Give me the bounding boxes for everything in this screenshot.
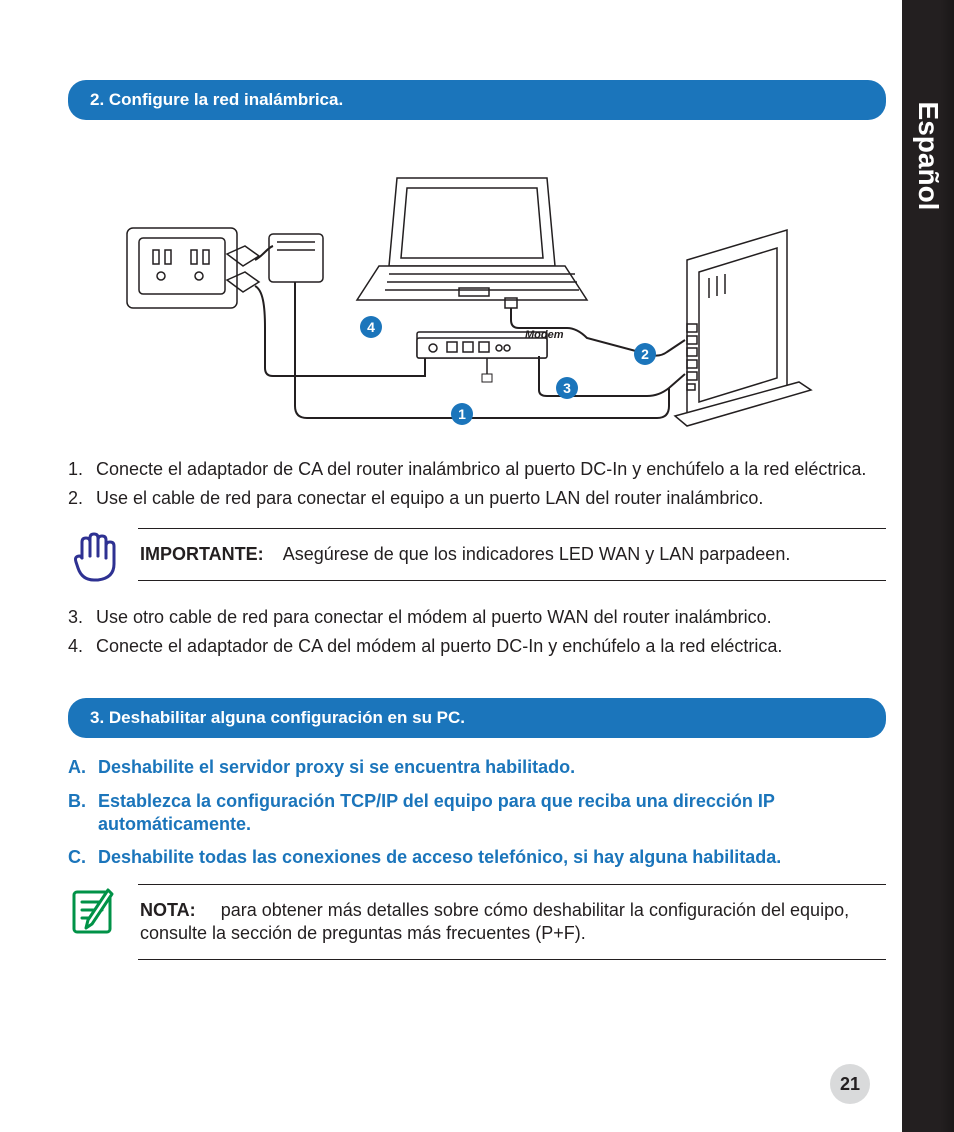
wiring-diagram-svg: Modem: [68, 138, 886, 438]
wiring-diagram: Modem: [68, 138, 886, 438]
item-a: A. Deshabilite el servidor proxy si se e…: [68, 756, 886, 779]
modem-label: Modem: [525, 329, 564, 341]
note-callout: NOTA: para obtener más detalles sobre có…: [68, 884, 886, 961]
section3-header: 3. Deshabilitar alguna configuración en …: [68, 698, 886, 738]
manual-page: 2. Configure la red inalámbrica.: [0, 0, 954, 1132]
step-3: 3.Use otro cable de red para conectar el…: [68, 606, 886, 629]
svg-text:3: 3: [563, 380, 571, 396]
note-pencil-icon: [68, 884, 120, 940]
page-number: 21: [830, 1064, 870, 1104]
hand-stop-icon: [68, 528, 120, 584]
important-text: Asegúrese de que los indicadores LED WAN…: [283, 544, 791, 564]
item-b: B. Establezca la configuración TCP/IP de…: [68, 790, 886, 837]
svg-text:2: 2: [641, 346, 649, 362]
step-2: 2.Use el cable de red para conectar el e…: [68, 487, 886, 510]
section2-header: 2. Configure la red inalámbrica.: [68, 80, 886, 120]
page-edge-shadow: [940, 0, 954, 1132]
lettered-list: A. Deshabilite el servidor proxy si se e…: [68, 756, 886, 870]
item-c: C. Deshabilite todas las conexiones de a…: [68, 846, 886, 869]
note-text: para obtener más detalles sobre cómo des…: [140, 900, 849, 943]
note-label: NOTA:: [140, 900, 196, 920]
section2-header-text: 2. Configure la red inalámbrica.: [90, 90, 343, 109]
section3-header-text: 3. Deshabilitar alguna configuración en …: [90, 708, 465, 727]
important-box: IMPORTANTE: Asegúrese de que los indicad…: [138, 528, 886, 581]
note-box: NOTA: para obtener más detalles sobre có…: [138, 884, 886, 961]
steps-list-b: 3.Use otro cable de red para conectar el…: [68, 606, 886, 658]
steps-list-a: 1.Conecte el adaptador de CA del router …: [68, 458, 886, 510]
step-1: 1.Conecte el adaptador de CA del router …: [68, 458, 886, 481]
svg-text:4: 4: [367, 319, 375, 335]
svg-text:1: 1: [458, 406, 466, 422]
important-label: IMPORTANTE:: [140, 544, 264, 564]
important-callout: IMPORTANTE: Asegúrese de que los indicad…: [68, 528, 886, 584]
step-4: 4.Conecte el adaptador de CA del módem a…: [68, 635, 886, 658]
